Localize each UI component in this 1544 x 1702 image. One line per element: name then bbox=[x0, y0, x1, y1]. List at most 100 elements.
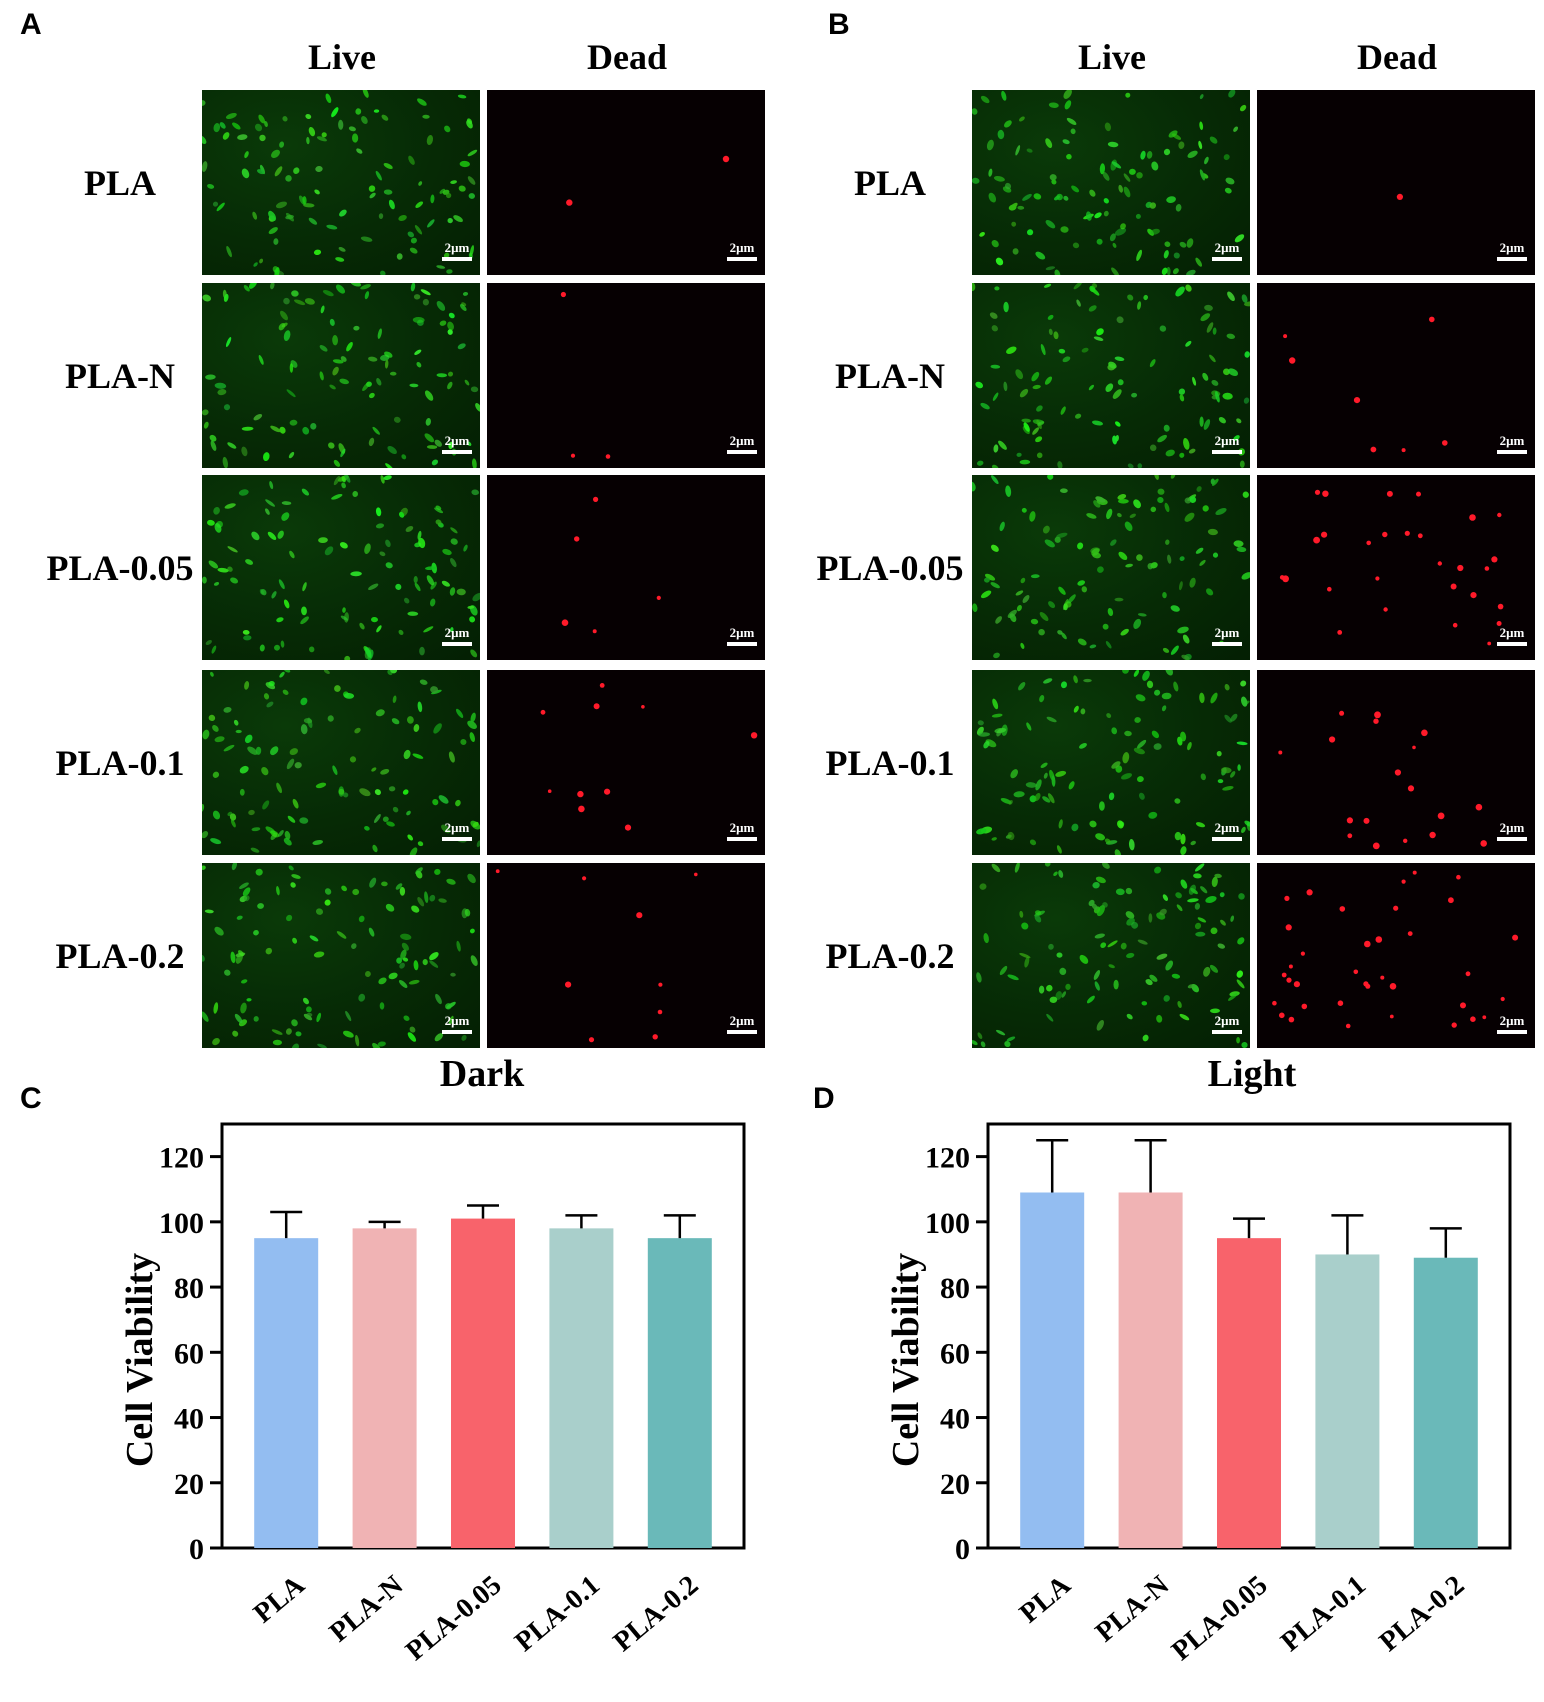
live-cell bbox=[1189, 496, 1197, 503]
live-cell bbox=[1077, 542, 1084, 550]
live-cell bbox=[354, 727, 361, 734]
live-cell bbox=[1059, 967, 1067, 975]
live-cell bbox=[1124, 730, 1132, 737]
live-image: 2μm bbox=[202, 90, 480, 275]
live-cell bbox=[1179, 1013, 1190, 1021]
live-cell bbox=[1162, 647, 1170, 653]
live-cell bbox=[289, 550, 295, 559]
live-cell bbox=[1055, 991, 1062, 1000]
live-cell bbox=[1211, 379, 1219, 386]
dead-cell bbox=[1293, 981, 1300, 988]
live-cell bbox=[1058, 819, 1063, 829]
live-cell bbox=[302, 196, 307, 205]
dead-cell bbox=[1403, 838, 1408, 843]
live-cell bbox=[240, 1002, 247, 1014]
dead-cell bbox=[593, 496, 599, 502]
live-cell bbox=[1048, 943, 1054, 950]
dead-cell bbox=[1339, 906, 1346, 912]
live-cell bbox=[991, 837, 997, 841]
live-cell bbox=[1053, 871, 1058, 877]
live-cell bbox=[435, 519, 442, 525]
live-cell bbox=[368, 185, 376, 192]
live-cell bbox=[476, 840, 480, 848]
live-cell bbox=[1150, 506, 1157, 513]
live-cell bbox=[1212, 327, 1217, 335]
scale-bar: 2μm bbox=[442, 626, 472, 646]
live-cell bbox=[247, 746, 258, 755]
live-cell bbox=[1062, 139, 1070, 145]
live-cell bbox=[1133, 747, 1145, 755]
live-cell bbox=[1125, 911, 1135, 919]
live-cell bbox=[413, 960, 419, 971]
live-cell bbox=[1145, 979, 1153, 986]
live-cell bbox=[282, 116, 288, 122]
live-cell bbox=[1111, 267, 1120, 275]
live-cell bbox=[1163, 424, 1170, 432]
live-cell bbox=[333, 459, 341, 467]
dead-cell bbox=[656, 595, 661, 600]
live-cell bbox=[334, 685, 341, 692]
live-cell bbox=[410, 237, 417, 244]
live-cell bbox=[217, 567, 229, 573]
dead-cell bbox=[1364, 940, 1371, 948]
live-cell bbox=[1154, 866, 1162, 874]
live-cell bbox=[1131, 392, 1138, 398]
live-cell bbox=[1015, 590, 1024, 596]
live-cell bbox=[333, 476, 341, 486]
live-cell bbox=[1116, 316, 1124, 324]
live-cell bbox=[1016, 604, 1022, 612]
live-cell bbox=[1016, 452, 1022, 457]
live-cell bbox=[414, 582, 421, 592]
live-cell bbox=[1056, 532, 1068, 539]
live-cell bbox=[204, 909, 214, 914]
live-cell bbox=[308, 126, 316, 137]
live-cell bbox=[1095, 876, 1106, 884]
live-cell bbox=[212, 810, 221, 820]
scale-bar: 2μm bbox=[1212, 626, 1242, 646]
live-cell bbox=[417, 841, 424, 847]
live-cell bbox=[358, 993, 366, 1002]
live-cell bbox=[399, 962, 405, 969]
live-cell bbox=[378, 977, 387, 985]
live-cell bbox=[434, 507, 444, 514]
live-cell bbox=[1045, 266, 1056, 271]
dead-cell bbox=[1374, 711, 1381, 719]
live-cell bbox=[1182, 634, 1190, 644]
dead-cell bbox=[605, 454, 611, 459]
dead-cell bbox=[1497, 603, 1504, 610]
live-cell bbox=[378, 213, 384, 219]
dead-cell bbox=[1401, 879, 1406, 884]
live-cell bbox=[267, 531, 277, 540]
live-cell bbox=[401, 942, 409, 951]
live-cell bbox=[317, 1043, 327, 1048]
live-cell bbox=[1114, 597, 1124, 602]
scale-bar-label: 2μm bbox=[1214, 240, 1240, 255]
live-cell bbox=[306, 136, 310, 145]
live-cell bbox=[406, 716, 414, 724]
live-cell bbox=[294, 299, 306, 306]
live-cell bbox=[212, 724, 219, 732]
live-cell bbox=[990, 544, 999, 552]
live-cell bbox=[384, 351, 393, 358]
live-cell bbox=[244, 681, 250, 690]
scale-bar-label: 2μm bbox=[1499, 433, 1525, 448]
live-cell bbox=[441, 824, 451, 834]
live-cell bbox=[331, 107, 339, 118]
live-cell bbox=[980, 95, 990, 104]
live-cell bbox=[212, 771, 220, 778]
live-cell bbox=[364, 971, 371, 977]
live-cell bbox=[1022, 193, 1032, 201]
live-cell bbox=[313, 951, 325, 958]
live-cell bbox=[426, 134, 434, 146]
live-cell bbox=[978, 732, 990, 737]
live-cell bbox=[447, 381, 453, 390]
dead-cell bbox=[1452, 622, 1458, 628]
live-image: 2μm bbox=[972, 475, 1250, 660]
live-cell bbox=[1206, 588, 1214, 596]
live-cell bbox=[1073, 675, 1078, 684]
live-cell bbox=[1142, 1034, 1149, 1042]
live-cell bbox=[439, 320, 447, 326]
live-cell bbox=[335, 284, 346, 294]
live-cell bbox=[997, 129, 1005, 140]
